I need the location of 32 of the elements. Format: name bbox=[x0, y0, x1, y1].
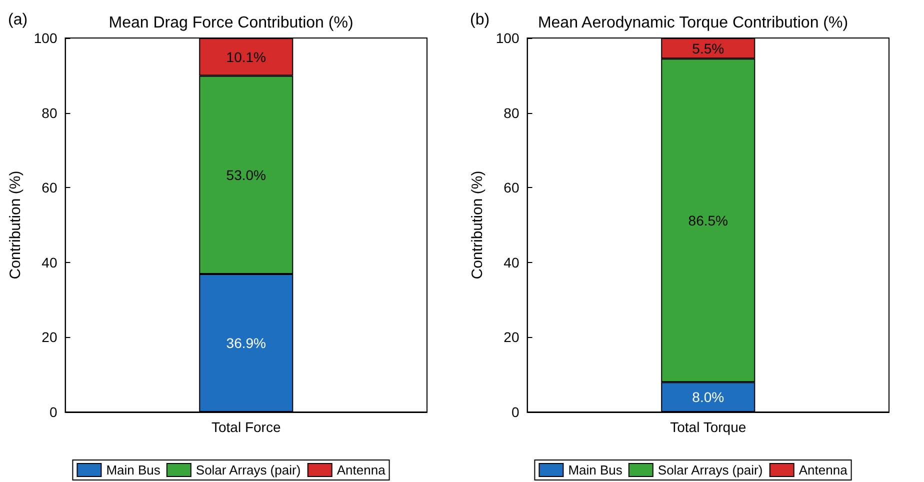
y-tick-label: 0 bbox=[511, 404, 520, 420]
y-tick-label: 100 bbox=[34, 30, 58, 46]
legend-label: Main Bus bbox=[568, 462, 623, 478]
y-tick-label: 60 bbox=[504, 180, 520, 196]
y-axis-title: Contribution (%) bbox=[7, 170, 24, 280]
y-tick-label: 0 bbox=[49, 404, 58, 420]
data-label: 10.1% bbox=[226, 48, 266, 65]
y-tick-label: 60 bbox=[42, 180, 58, 196]
legend-label: Solar Arrays (pair) bbox=[196, 462, 301, 478]
x-tick-label: Total Force bbox=[212, 419, 281, 435]
y-axis-title: Contribution (%) bbox=[469, 170, 486, 280]
data-label: 8.0% bbox=[692, 389, 724, 406]
y-tick-label: 80 bbox=[504, 104, 520, 121]
text: (a) bbox=[8, 12, 28, 28]
y-tick-label: 100 bbox=[496, 30, 520, 46]
legend-label: Main Bus bbox=[106, 462, 161, 478]
y-tick-label: 20 bbox=[504, 329, 520, 346]
data-label: 53.0% bbox=[226, 166, 266, 183]
legend-label: Solar Arrays (pair) bbox=[658, 462, 763, 478]
y-tick-label: 40 bbox=[504, 254, 520, 270]
legend-label: Antenna bbox=[798, 462, 848, 478]
chart-title: Mean Drag Force Contribution (%) bbox=[108, 14, 354, 32]
y-tick-label: 80 bbox=[42, 104, 58, 121]
chart-title: Mean Aerodynamic Torque Contribution (%) bbox=[538, 14, 848, 32]
text: (b) bbox=[470, 12, 490, 28]
data-label: 36.9% bbox=[226, 334, 266, 351]
data-label: 86.5% bbox=[688, 212, 728, 228]
data-label: 5.5% bbox=[692, 40, 724, 56]
y-tick-label: 20 bbox=[42, 329, 58, 346]
x-tick-label: Total Torque bbox=[670, 419, 746, 435]
legend-label: Antenna bbox=[336, 462, 386, 478]
y-tick-label: 40 bbox=[42, 254, 58, 270]
